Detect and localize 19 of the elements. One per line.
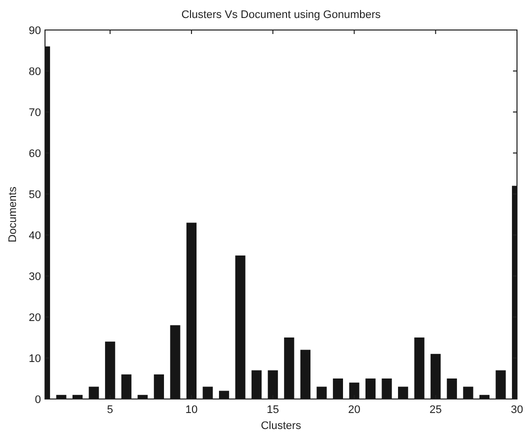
- y-tick-label: 30: [28, 270, 41, 283]
- x-tick-label: 10: [185, 404, 198, 416]
- y-tick-label: 20: [28, 312, 41, 324]
- x-axis-title: Clusters: [260, 420, 302, 432]
- y-tick-label: 90: [28, 24, 41, 37]
- y-tick-label: 40: [28, 230, 41, 242]
- x-tick-label: 25: [429, 404, 442, 416]
- x-tick-label: 30: [510, 404, 524, 416]
- y-tick-label: 70: [28, 106, 41, 119]
- y-axis-title: Documents: [7, 186, 19, 242]
- chart-title: Clusters Vs Document using Gonumbers: [181, 9, 382, 21]
- y-tick-label: 50: [28, 188, 41, 201]
- x-tick-label: 5: [107, 404, 114, 416]
- x-tick-label: 20: [348, 404, 360, 416]
- y-tick-label: 80: [28, 66, 41, 78]
- y-tick-label: 10: [28, 352, 41, 365]
- x-tick-label: 15: [266, 404, 279, 416]
- y-tick-label: 0: [34, 394, 41, 406]
- y-tick-label: 60: [28, 148, 41, 160]
